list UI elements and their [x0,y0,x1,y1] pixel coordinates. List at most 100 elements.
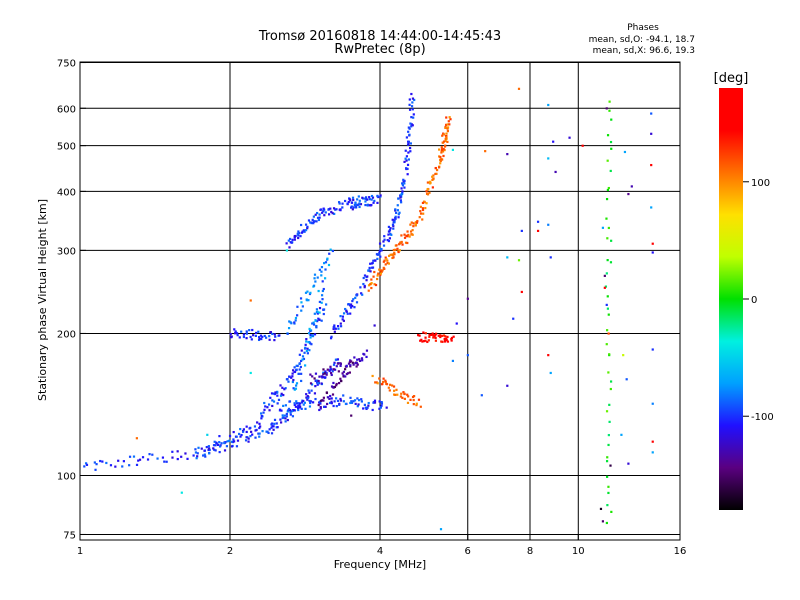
data-point [379,255,382,258]
data-point [314,372,318,375]
data-point [419,339,422,342]
data-point [236,334,239,337]
data-point [263,408,266,411]
data-point [308,405,312,408]
data-point [282,393,285,397]
data-point [409,142,412,145]
data-point [318,216,321,219]
data-point [337,201,341,204]
data-point [264,405,267,408]
data-point [361,196,364,199]
data-point [409,230,413,233]
data-point [607,433,610,437]
data-point [356,203,359,207]
data-point [333,326,336,329]
data-point [440,334,444,338]
data-point [176,457,179,461]
data-point [392,224,395,228]
data-point [396,209,400,212]
data-point [320,319,323,322]
data-point [439,155,442,159]
data-point [399,196,402,199]
data-point [313,220,316,223]
y-axis-ticks: 75 100 200 300 400 500 600 750 [57,59,86,541]
data-point [444,137,447,141]
data-point [352,363,355,366]
data-point [450,338,453,341]
data-point [404,149,407,152]
data-point [512,317,515,320]
data-point [260,417,263,420]
data-point [228,439,231,442]
data-point [399,194,402,197]
data-point [439,334,442,337]
data-point [298,362,301,366]
data-point [420,338,423,341]
data-point [294,384,298,387]
data-point [138,458,142,461]
data-point [422,212,425,215]
data-point [443,340,447,343]
data-point [403,182,406,185]
data-point [109,464,113,467]
data-point [180,455,183,458]
data-point [389,227,392,230]
data-point [426,181,429,184]
data-point [445,132,448,135]
data-point [273,392,277,396]
data-point [309,373,312,376]
data-point [326,402,329,406]
data-point [432,336,435,339]
data-point [342,394,345,397]
data-point [215,441,218,444]
data-point [605,343,608,346]
data-point [322,371,325,374]
data-point [287,239,290,242]
data-point [293,402,296,405]
data-point [410,92,413,96]
data-point [388,237,392,240]
data-point [293,321,296,324]
data-point [330,397,333,400]
data-point [331,370,334,373]
data-point [328,397,331,400]
data-point [395,388,398,391]
data-point [434,166,437,170]
data-point [412,116,415,119]
data-point [359,286,362,289]
data-point [366,406,369,409]
data-point [171,450,174,453]
data-point [249,335,252,339]
data-point [270,432,274,435]
data-point [286,332,289,335]
colorbar-tick-label: -100 [751,412,774,423]
data-point [298,402,302,405]
data-point [330,402,333,405]
data-point [293,234,296,238]
data-point [650,132,653,135]
data-point [407,158,410,161]
data-point [379,272,383,275]
data-point [651,251,654,254]
data-point [321,280,324,283]
data-point [238,432,241,436]
data-point [310,221,313,225]
data-point [270,392,274,395]
data-point [445,116,448,119]
data-point [203,449,206,452]
data-point [297,234,300,237]
data-point [356,363,359,366]
data-point [372,401,375,404]
data-point [362,276,365,280]
x-axis-label: Frequency [MHz] [334,558,426,571]
data-point [300,301,303,304]
data-point [609,261,613,264]
data-point [650,112,653,115]
data-point [239,435,242,438]
data-point [363,403,366,406]
data-point [360,357,364,360]
data-point [284,387,287,390]
data-point [415,402,418,405]
data-point [333,330,336,333]
data-point [411,101,414,104]
